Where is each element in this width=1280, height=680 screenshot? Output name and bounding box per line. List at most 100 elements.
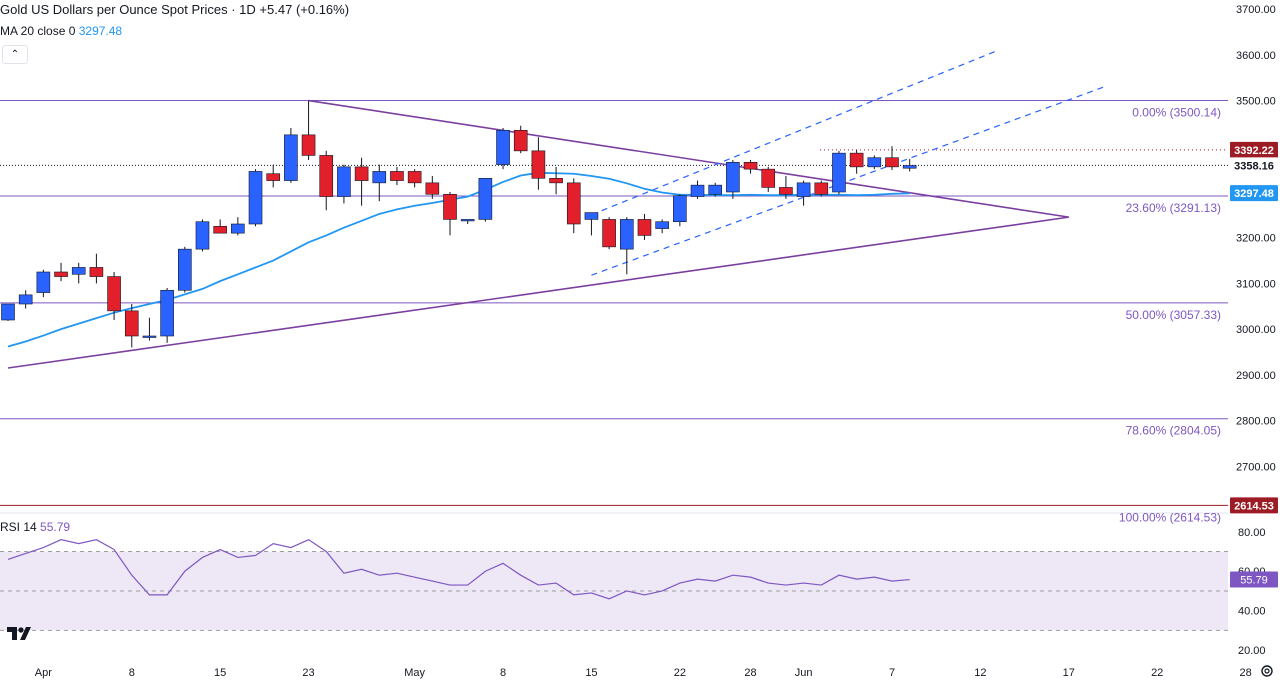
- candle-body: [372, 171, 387, 184]
- price-badge: [1230, 141, 1278, 158]
- price-tick-label: 2800.00: [1236, 416, 1276, 428]
- rsi-badge: [1230, 571, 1278, 588]
- channel-line: [591, 49, 999, 216]
- price-badge-label: 2614.53: [1234, 500, 1274, 512]
- rsi-badge-label: 55.79: [1240, 575, 1268, 587]
- ma20-line: [7, 171, 910, 348]
- rsi-line: [7, 538, 910, 600]
- candle-body: [248, 171, 263, 225]
- price-change-percent: (+0.16%): [295, 2, 350, 17]
- candle-body: [832, 152, 846, 193]
- candle-body: [673, 195, 687, 223]
- x-tick-label: Apr: [35, 667, 52, 679]
- x-tick-label: 22: [674, 667, 686, 679]
- x-tick-label: 28: [1239, 667, 1251, 679]
- price-badge-label: 3392.22: [1234, 145, 1274, 157]
- candle-body: [761, 168, 776, 188]
- candle-body: [796, 182, 811, 197]
- fib-level-label: 50.00% (3057.33): [1126, 308, 1221, 322]
- candle-body: [124, 310, 139, 337]
- chart-title: Gold US Dollars per Ounce Spot Prices · …: [0, 2, 256, 17]
- candle-body: [496, 129, 510, 165]
- candle-body: [549, 177, 563, 184]
- candle-body: [107, 276, 121, 312]
- x-tick-label: May: [404, 667, 425, 679]
- candle-body: [390, 171, 404, 181]
- rsi-label: RSI 14: [0, 520, 37, 534]
- rsi-band: [0, 551, 1228, 631]
- ma-legend: MA 20 close 0 3297.48: [0, 24, 122, 38]
- x-tick-label: 23: [302, 667, 314, 679]
- candle-body: [478, 177, 493, 220]
- x-tick-label: 8: [129, 667, 135, 679]
- candle-body: [54, 271, 68, 277]
- chart-legend: Gold US Dollars per Ounce Spot Prices · …: [0, 2, 349, 17]
- candle-body: [160, 289, 174, 337]
- x-tick-label: 22: [1151, 667, 1163, 679]
- price-tick-label: 3700.00: [1236, 4, 1276, 16]
- price-badge: [1230, 497, 1278, 514]
- tradingview-logo-icon[interactable]: [6, 624, 32, 642]
- candle-body: [142, 335, 157, 338]
- candle-body: [619, 219, 634, 250]
- candle-body: [178, 248, 192, 291]
- candle-body: [637, 219, 652, 236]
- candle-body: [195, 221, 210, 250]
- fib-level-label: 0.00% (3500.14): [1132, 106, 1221, 120]
- collapse-legend-button[interactable]: ⌃: [2, 45, 28, 64]
- candle-body: [566, 182, 581, 225]
- fib-level-label: 100.00% (2614.53): [1119, 510, 1221, 524]
- rsi-value: 55.79: [40, 520, 71, 534]
- rsi-tick-label: 40.00: [1238, 606, 1266, 618]
- candle-body: [301, 134, 316, 156]
- x-tick-label: Jun: [795, 667, 813, 679]
- rsi-tick-label: 20.00: [1238, 645, 1266, 657]
- ma-value: 3297.48: [78, 24, 123, 38]
- candle-body: [726, 161, 740, 193]
- candle-body: [443, 193, 457, 220]
- price-tick-label: 3600.00: [1236, 50, 1276, 62]
- chevron-up-icon: ⌃: [10, 49, 20, 60]
- candle-body: [513, 129, 528, 152]
- price-badge: [1230, 185, 1278, 202]
- candle-body: [354, 166, 369, 181]
- x-tick-label: 17: [1063, 667, 1075, 679]
- candle-body: [584, 212, 599, 220]
- candle-body: [213, 225, 227, 234]
- candle-body: [655, 221, 669, 229]
- fib-level-label: 23.60% (3291.13): [1126, 201, 1221, 215]
- candle-body: [425, 182, 440, 195]
- candle-body: [602, 219, 616, 248]
- candle-body: [337, 166, 351, 197]
- candle-body: [743, 161, 758, 170]
- price-tick-label: 2900.00: [1236, 370, 1276, 382]
- candle-body: [319, 155, 334, 197]
- price-tick-label: 3100.00: [1236, 278, 1276, 290]
- x-tick-label: 28: [744, 667, 756, 679]
- candle-body: [531, 150, 546, 179]
- candle-body: [708, 184, 723, 195]
- candle-body: [460, 219, 475, 222]
- trendline: [7, 216, 1069, 369]
- candle-body: [1, 303, 15, 321]
- rsi-legend: RSI 14 55.79: [0, 520, 70, 534]
- ma-label: MA 20 close 0: [0, 24, 76, 38]
- gear-icon[interactable]: [1260, 664, 1274, 678]
- price-tick-label: 3500.00: [1236, 96, 1276, 108]
- price-tick-label: 2700.00: [1236, 461, 1276, 473]
- x-tick-label: 12: [974, 667, 986, 679]
- candle-body: [407, 171, 422, 184]
- candle-body: [231, 223, 245, 234]
- rsi-tick-label: 80.00: [1238, 527, 1266, 539]
- candle-body: [885, 157, 899, 168]
- candle-body: [779, 187, 793, 195]
- candle-body: [814, 182, 829, 195]
- candle-body: [902, 165, 917, 169]
- price-badge: [1230, 157, 1278, 174]
- candle-body: [284, 134, 298, 181]
- channel-line: [591, 86, 1105, 276]
- y-axis-background: [1228, 0, 1280, 680]
- price-change: +5.47: [259, 2, 293, 17]
- candle-body: [36, 271, 51, 293]
